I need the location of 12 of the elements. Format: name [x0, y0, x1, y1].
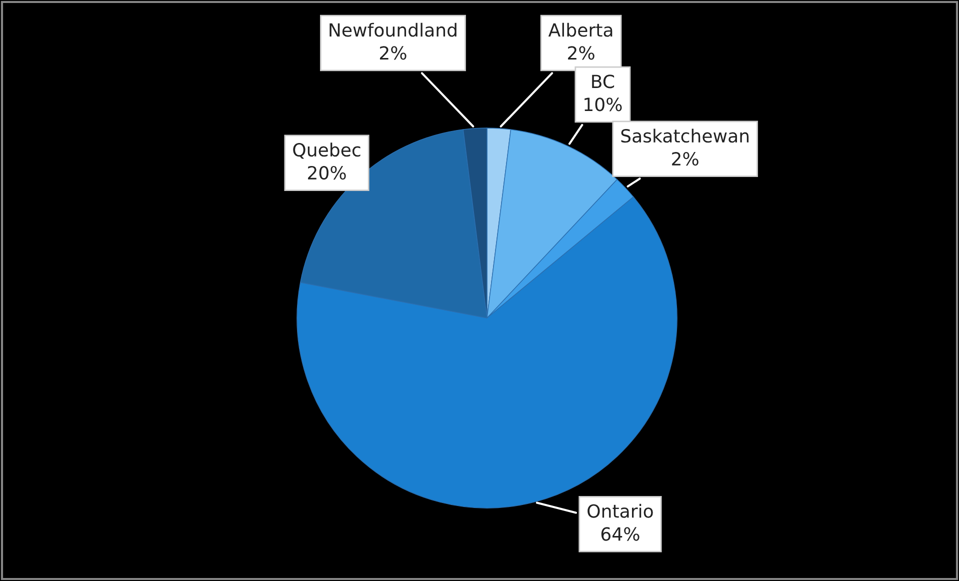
data-label: 2% — [380, 46, 406, 60]
slice-label: Quebec — [293, 142, 360, 159]
slice-label: Saskatchewan — [621, 128, 749, 143]
slice-label: Ontario — [588, 504, 653, 518]
slice-label: BC — [592, 74, 614, 88]
data-label: 2% — [568, 46, 594, 60]
data-label: 64% — [601, 527, 640, 541]
slice-label: Alberta — [548, 22, 612, 37]
slice-label: Newfoundland — [330, 22, 456, 37]
data-label: 2% — [672, 152, 698, 166]
data-label: 10% — [584, 98, 622, 112]
data-label: 20% — [308, 166, 346, 180]
